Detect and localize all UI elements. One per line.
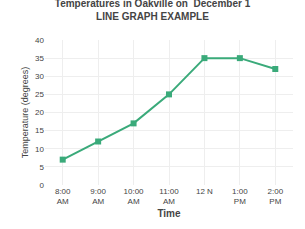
svg-text:30: 30 xyxy=(35,72,44,81)
svg-text:Temperatures in Oakville on D: Temperatures in Oakville on December 1LI… xyxy=(55,0,251,22)
svg-text:Temperature (degrees): Temperature (degrees) xyxy=(20,67,30,159)
svg-text:12 N: 12 N xyxy=(196,187,213,196)
svg-text:0: 0 xyxy=(40,181,45,190)
svg-text:40: 40 xyxy=(35,36,44,45)
svg-text:1:00PM: 1:00PM xyxy=(232,187,248,206)
svg-text:9:00AM: 9:00AM xyxy=(90,187,106,206)
svg-text:Time: Time xyxy=(157,208,181,219)
svg-text:2:00PM: 2:00PM xyxy=(268,187,284,206)
svg-text:15: 15 xyxy=(35,126,44,135)
svg-text:25: 25 xyxy=(35,90,44,99)
svg-text:20: 20 xyxy=(35,108,44,117)
svg-text:10: 10 xyxy=(35,145,44,154)
svg-text:35: 35 xyxy=(35,54,44,63)
svg-text:8:00AM: 8:00AM xyxy=(55,187,71,206)
svg-text:5: 5 xyxy=(40,163,45,172)
svg-text:10:00AM: 10:00AM xyxy=(124,187,145,206)
svg-text:11:00AM: 11:00AM xyxy=(159,187,179,206)
